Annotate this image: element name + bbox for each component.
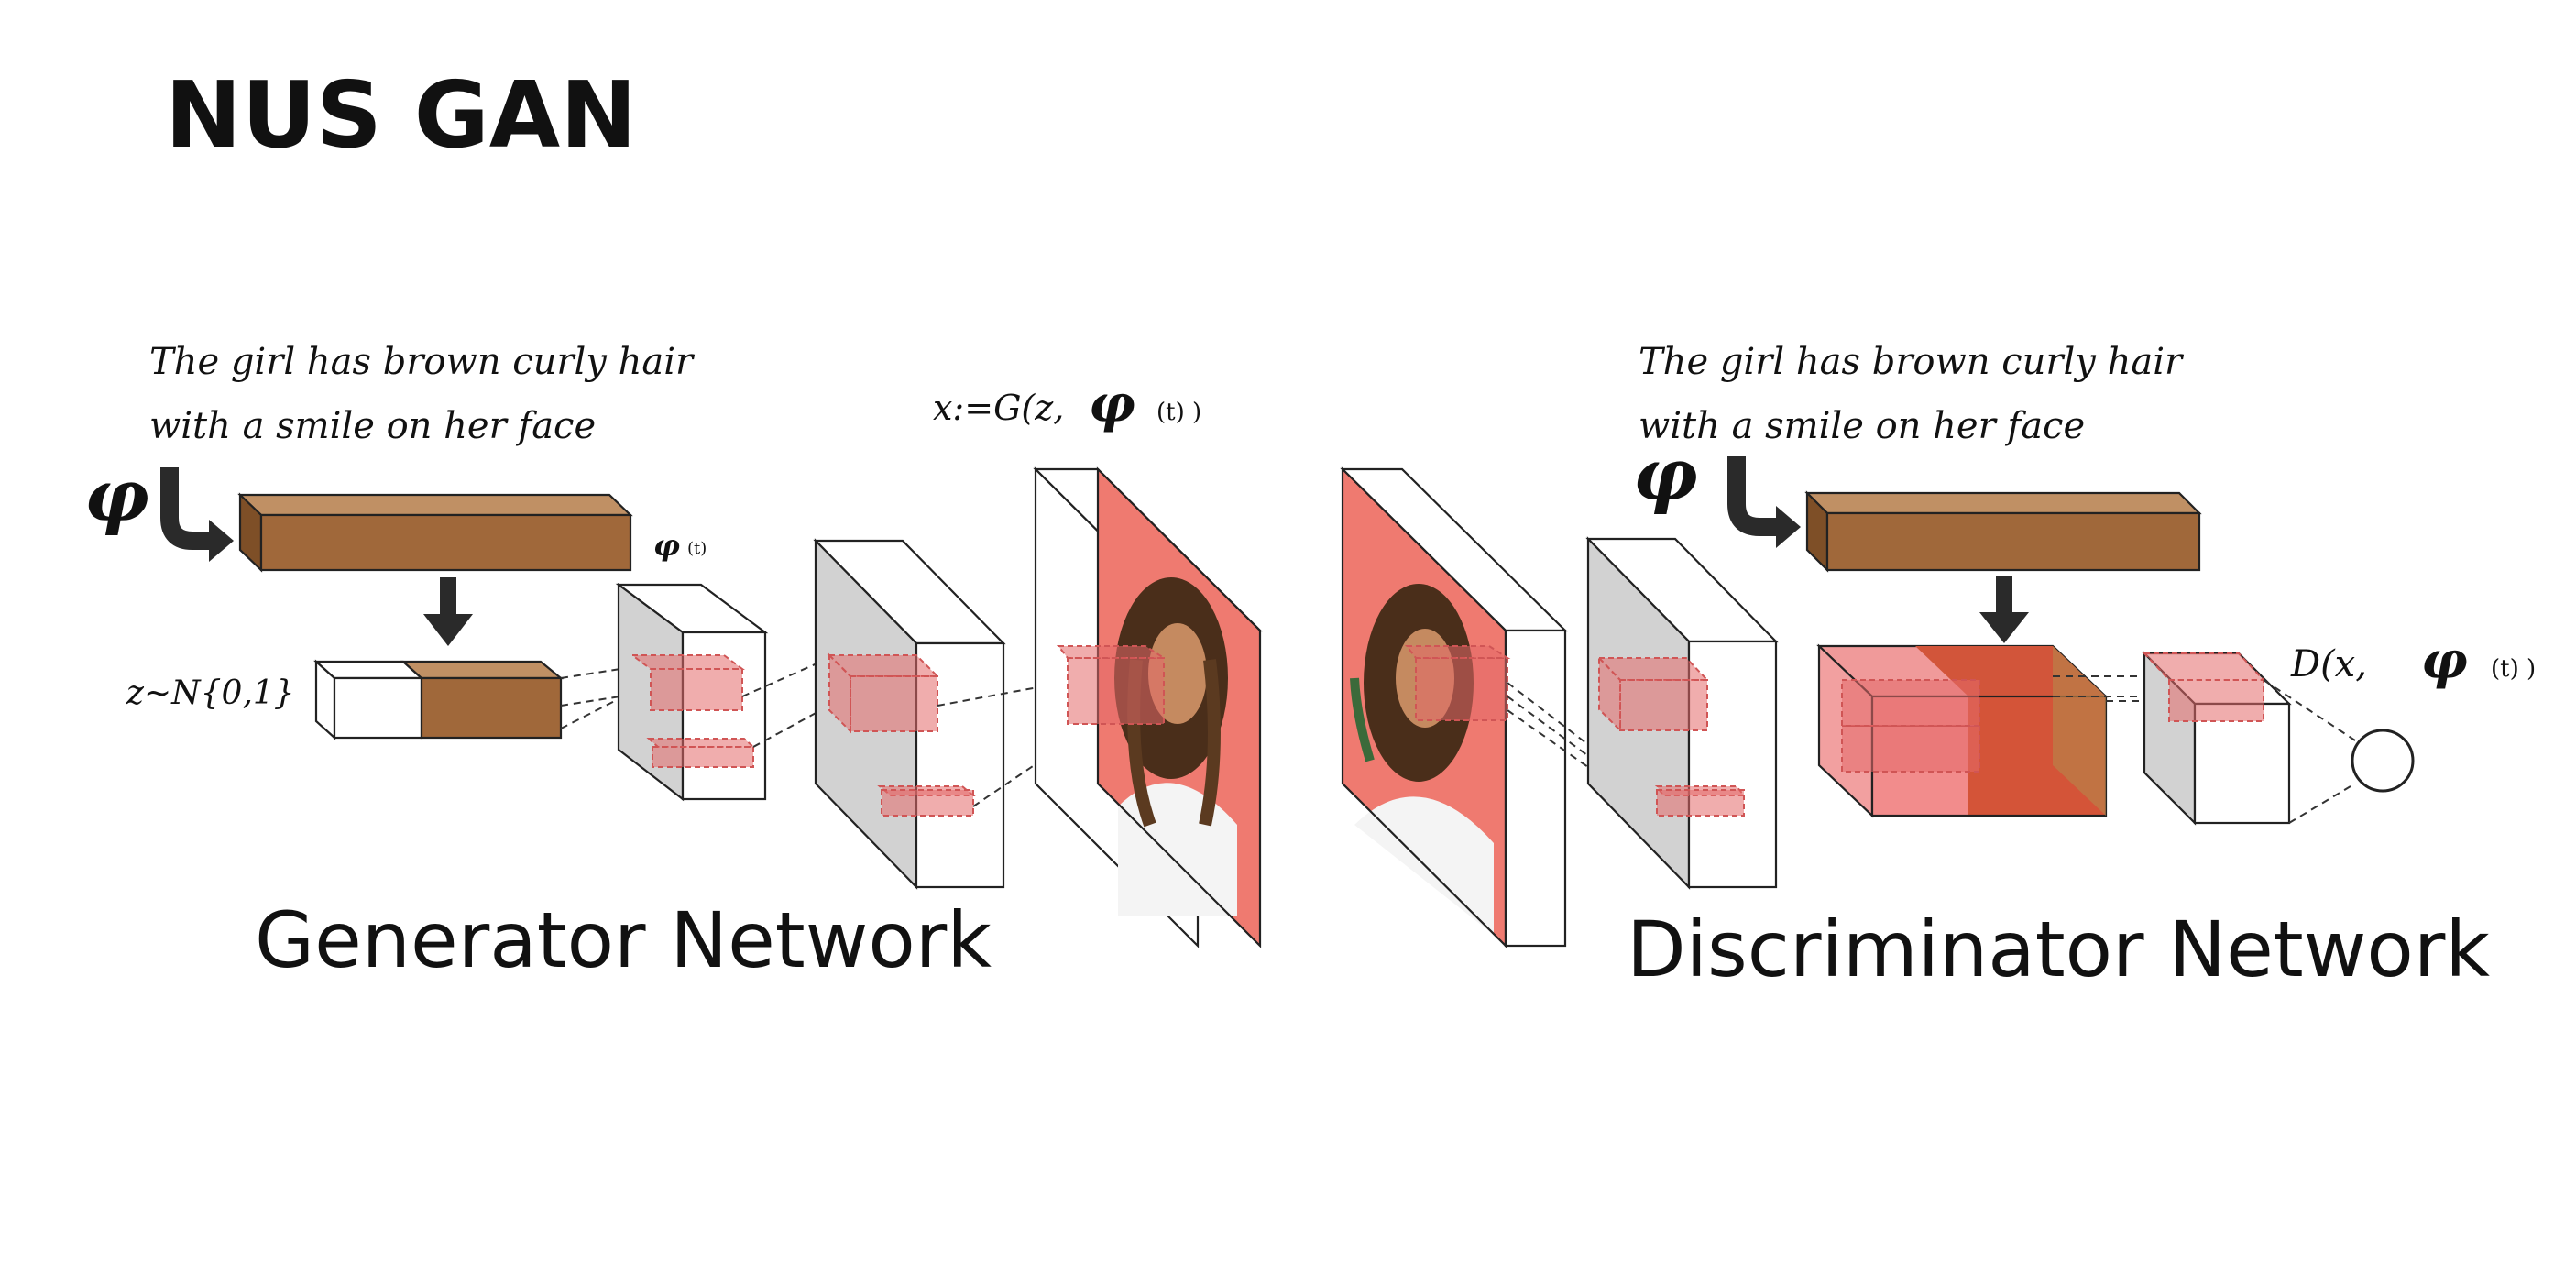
discriminator-feature-map-1 xyxy=(1585,536,1779,890)
discriminator-section-label: Discriminator Network xyxy=(1627,905,2490,994)
discriminator-phi-symbol: φ xyxy=(1633,433,1698,517)
generator-phi-t-label: φ xyxy=(653,528,680,563)
discriminator-caption-line1: The girl has brown curly hair xyxy=(1639,341,2185,383)
page-title: NUS GAN xyxy=(165,61,637,169)
generator-caption-line2: with a smile on her face xyxy=(149,405,596,447)
discriminator-input-image xyxy=(1340,466,1568,948)
discriminator-output-label-phi: φ xyxy=(2421,630,2468,691)
generator-feature-map-1 xyxy=(615,582,769,802)
generator-section-label: Generator Network xyxy=(255,895,992,985)
discriminator-text-embedding xyxy=(1804,490,2202,573)
discriminator-phi-arrow-icon xyxy=(1727,456,1801,548)
generator-phi-symbol: φ xyxy=(84,455,149,538)
discriminator-output-label: D(x, xyxy=(2290,643,2367,685)
discriminator-feature-map-2 xyxy=(2142,651,2292,826)
discriminator-output-label-tail: (t) ) xyxy=(2491,655,2536,683)
generator-output-label: x:=G(z, xyxy=(933,388,1064,428)
generator-feature-map-2 xyxy=(813,538,1006,890)
discriminator-concat-block xyxy=(1816,643,2109,818)
discriminator-down-arrow-icon xyxy=(1979,576,2029,643)
generator-output-label-phi: φ xyxy=(1089,374,1135,434)
generator-concat-block xyxy=(313,659,565,740)
discriminator-output-node xyxy=(2351,729,2415,793)
discriminator-caption-line2: with a smile on her face xyxy=(1639,405,2085,447)
generator-text-embedding xyxy=(237,492,633,573)
generator-noise-label: z~N{0,1} xyxy=(126,674,295,712)
generator-caption-line1: The girl has brown curly hair xyxy=(149,341,696,383)
generator-portrait xyxy=(1114,577,1237,916)
generator-down-arrow-icon xyxy=(423,577,473,646)
generator-output-label-tail: (t) ) xyxy=(1156,399,1201,426)
generator-phi-t-subscript: (t) xyxy=(687,539,707,558)
generator-output-image xyxy=(1033,466,1263,948)
generator-phi-arrow-icon xyxy=(160,467,234,562)
